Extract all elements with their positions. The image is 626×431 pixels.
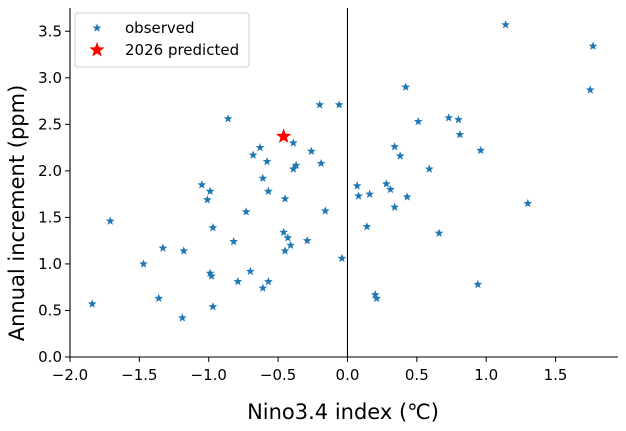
x-tick-label: −1.0 [191,366,227,384]
x-tick-label: −1.5 [121,366,157,384]
observed-point [264,277,273,286]
x-tick-label: 1.5 [544,366,568,384]
observed-point [223,114,233,123]
predicted-point [276,128,292,143]
observed-point [454,115,463,124]
observed-point [255,143,265,152]
y-tick-label: 1.0 [38,255,62,273]
observed-point [381,179,391,188]
observed-point [316,158,326,168]
observed-point [280,246,290,255]
legend-marker-observed [92,23,102,32]
legend-markers [89,23,105,57]
observed-point [283,233,293,242]
observed-point [352,181,362,190]
observed-point [288,164,298,173]
observed-point [205,268,215,277]
observed-point [424,164,434,173]
observed-point [288,138,298,147]
observed-point [208,302,218,311]
observed-point [202,195,212,204]
legend-label-predicted: 2026 predicted [125,41,239,59]
observed-point [241,207,251,216]
axes: −2.0 −1.5 −1.0 −0.5 0.0 0.5 1.0 1.5 0.0 0.5 1.0 1.5… [38,8,618,384]
observed-point [365,189,375,198]
observed-point [286,240,295,250]
observed-point [354,191,363,200]
observed-point [455,129,465,139]
observed-point [279,227,289,237]
observed-point [258,283,268,292]
observed-point [390,202,400,211]
observed-point [258,173,268,183]
observed-point [139,259,148,268]
observed-point [264,186,273,196]
observed-point [315,100,325,109]
observed-point [248,150,258,159]
observed-point [178,313,187,322]
observed-point [179,246,189,255]
legend-box [74,12,250,68]
observed-point [334,100,344,109]
y-tick-label: 0.0 [38,348,62,366]
observed-point [476,145,486,155]
observed-point [337,253,347,263]
legend: observed 2026 predicted [74,12,250,68]
observed-point [401,82,411,91]
observed-point [229,237,239,246]
observed-point [307,146,316,156]
legend-label-observed: observed [125,19,195,37]
observed-point [413,116,423,126]
observed-point [207,271,216,280]
y-tick-label: 2.5 [38,115,62,133]
y-tick-label: 1.5 [38,208,62,226]
observed-point [262,156,272,166]
observed-point [473,279,483,289]
observed-point [205,186,215,196]
observed-point [386,184,395,194]
y-tick-label: 0.5 [38,301,62,319]
data-points [87,20,598,322]
y-tick-label: 3.5 [38,22,62,40]
x-tick-label: 0.5 [405,366,429,384]
observed-point [395,151,405,160]
observed-point [233,277,243,286]
observed-point [302,236,312,245]
observed-point [585,85,595,94]
observed-point [197,180,207,189]
observed-point [362,222,372,231]
observed-point [523,198,533,208]
observed-point [390,142,400,151]
x-axis-title: Nino3.4 index (℃) [247,400,439,424]
legend-marker-predicted [89,42,105,57]
x-tick-label: 0.0 [336,366,360,384]
observed-point [372,293,381,303]
observed-point [291,160,301,169]
observed-point [158,243,168,252]
observed-point [402,192,412,201]
observed-point [280,194,290,203]
y-axis-title: Annual increment (ppm) [5,85,29,342]
observed-point [320,206,330,215]
x-tick-label: −0.5 [260,366,296,384]
x-tick-label: 1.0 [474,366,498,384]
observed-point [154,293,164,303]
y-tick-label: 3.0 [38,69,62,87]
observed-point [245,266,255,276]
y-tick-label: 2.0 [38,162,62,180]
observed-point [444,113,454,122]
x-tick-label: −2.0 [52,366,88,384]
observed-point [588,41,598,50]
observed-point [434,228,444,237]
observed-point [105,216,115,225]
observed-point [87,299,97,308]
observed-point [501,20,510,29]
observed-point [370,290,380,299]
observed-point [208,223,218,232]
